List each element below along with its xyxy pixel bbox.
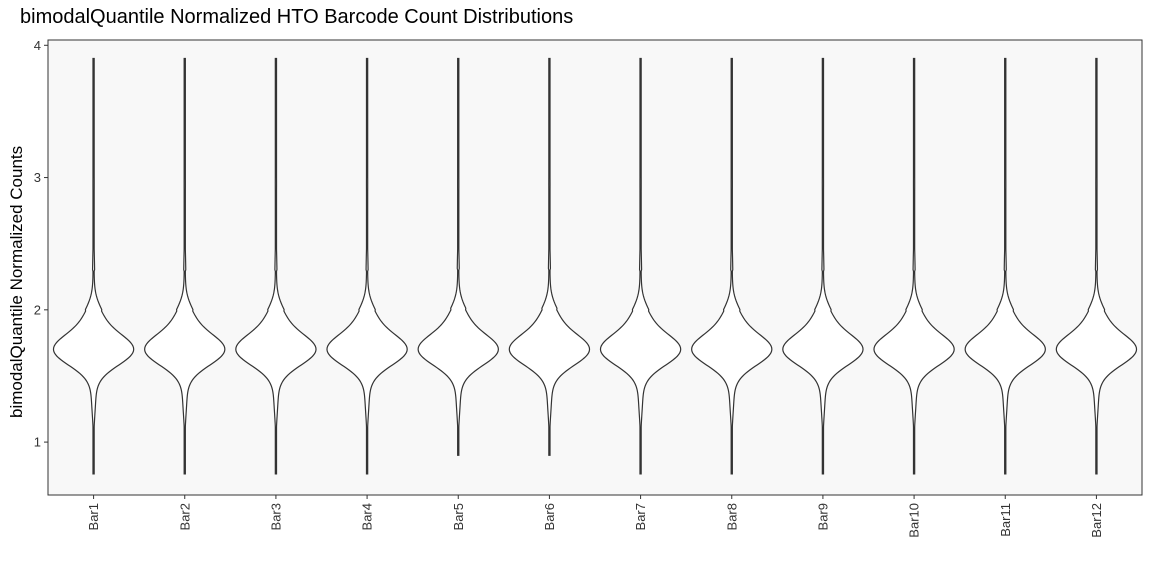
x-tick-label: Bar4	[360, 503, 375, 530]
plot-panel	[47, 39, 1143, 496]
y-tick-label: 3	[34, 170, 41, 185]
x-tick-label: Bar10	[907, 503, 922, 538]
x-tick-label: Bar8	[724, 503, 739, 530]
x-tick-label: Bar6	[542, 503, 557, 530]
y-tick-label: 2	[34, 302, 41, 317]
violin-Bar7	[599, 57, 682, 475]
violin-Bar9	[782, 57, 864, 475]
violin-Bar4	[326, 57, 408, 475]
x-tick-label: Bar9	[815, 503, 830, 530]
x-tick-label: Bar5	[451, 503, 466, 530]
x-tick-label: Bar1	[86, 503, 101, 530]
violin-Bar12	[1055, 57, 1138, 475]
violin-Bar3	[235, 57, 317, 475]
y-axis: 1 2 3 4	[34, 38, 48, 450]
violin-Bar6	[508, 57, 591, 456]
x-tick-label: Bar11	[998, 503, 1013, 537]
x-tick-label: Bar7	[633, 503, 648, 530]
violin-Bar2	[144, 57, 226, 475]
x-tick-label: Bar2	[177, 503, 192, 530]
violin-Bar11	[964, 57, 1046, 475]
x-tick-label: Bar3	[268, 503, 283, 530]
violin-Bar1	[52, 57, 135, 475]
x-tick-label: Bar12	[1089, 503, 1104, 538]
violin-Bar5	[417, 57, 499, 456]
chart-title: bimodalQuantile Normalized HTO Barcode C…	[20, 6, 574, 28]
y-tick-label: 4	[34, 38, 41, 53]
violins	[52, 57, 1138, 475]
violin-Bar10	[873, 57, 955, 475]
x-axis: Bar1 Bar2 Bar3 Bar4 Bar5 Bar6 Bar7 Bar8 Bar9 Bar1…	[86, 495, 1104, 538]
violin-Bar8	[691, 57, 773, 475]
y-tick-label: 1	[34, 435, 41, 450]
